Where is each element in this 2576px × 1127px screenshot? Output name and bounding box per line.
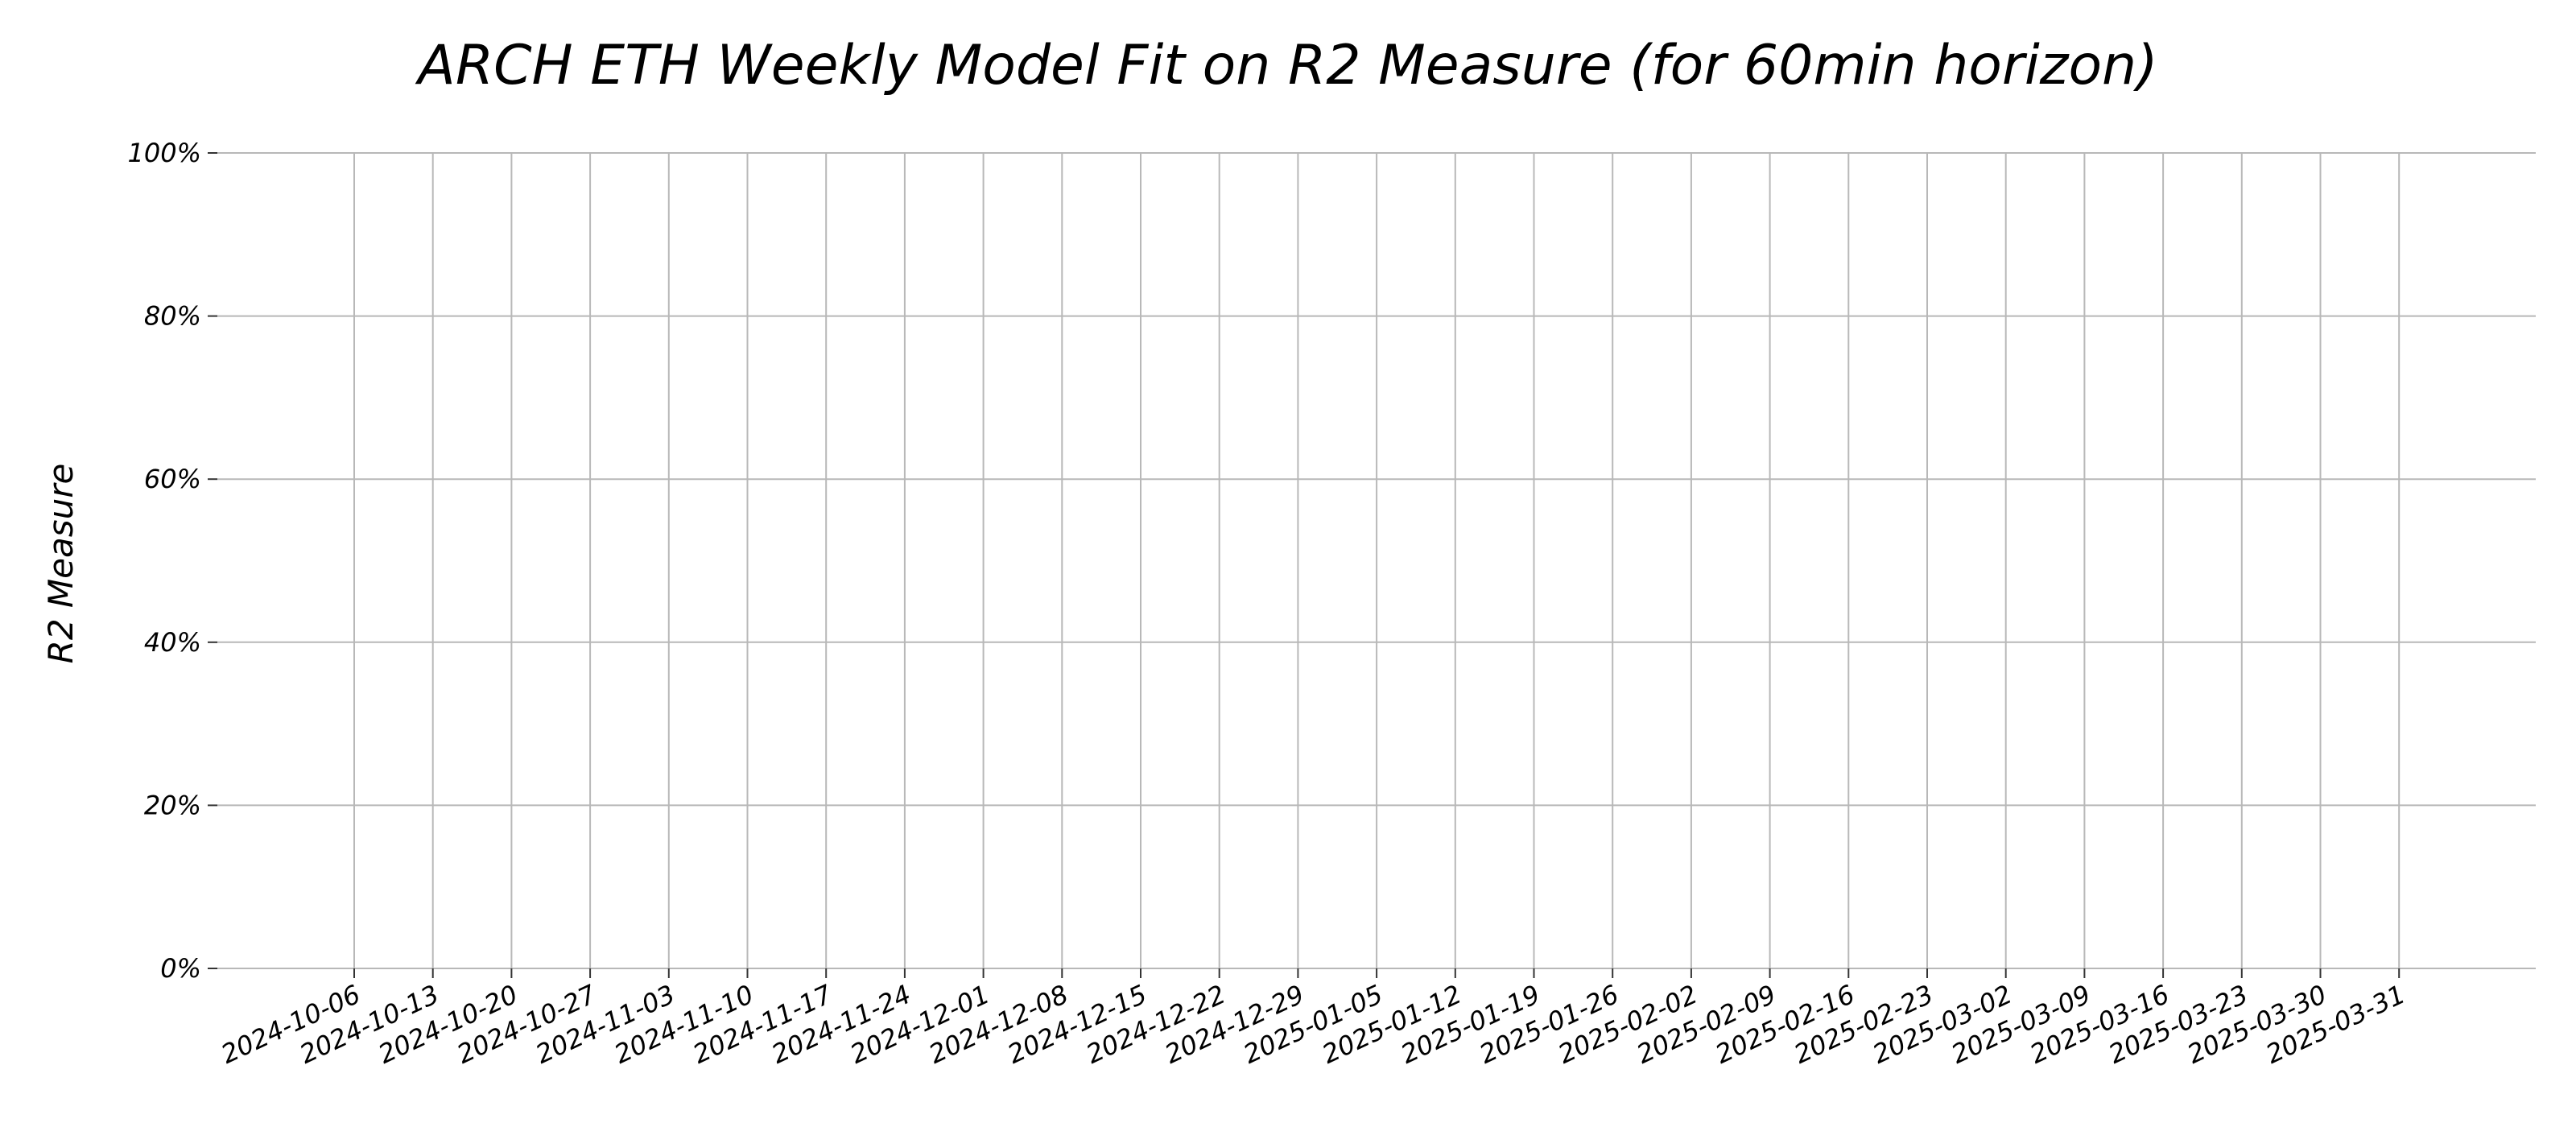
chart-title: ARCH ETH Weekly Model Fit on R2 Measure …: [415, 34, 2157, 97]
grid-layer: [217, 152, 2536, 969]
y-tick-label: 100%: [128, 138, 201, 168]
ticks-layer: 0%20%40%60%80%100%2024-10-062024-10-1320…: [128, 138, 2410, 1070]
y-tick-label: 20%: [144, 790, 201, 820]
y-tick-label: 60%: [144, 464, 201, 494]
y-tick-label: 0%: [160, 953, 201, 984]
y-axis-label: R2 Measure: [41, 464, 80, 664]
y-tick-label: 40%: [144, 627, 201, 658]
y-tick-label: 80%: [144, 301, 201, 332]
